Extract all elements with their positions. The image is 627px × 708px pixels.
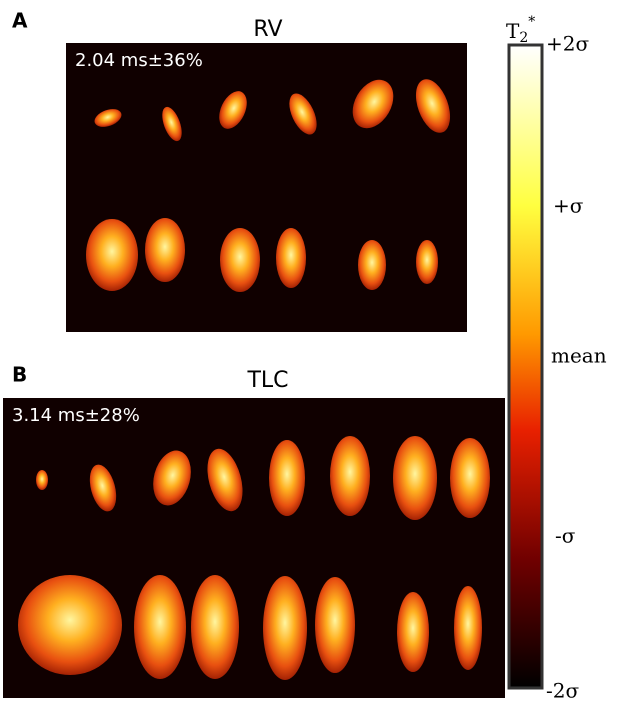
colorbar-title: T2* xyxy=(506,14,535,46)
colorbar-label: mean xyxy=(551,344,607,368)
lung-slices xyxy=(18,436,490,680)
colorbar-label: -2σ xyxy=(546,679,579,703)
title-sub: 2 xyxy=(519,30,528,46)
stat-text: 3.14 ms±28% xyxy=(12,405,140,426)
title-sup: * xyxy=(528,14,535,30)
panel-label: A xyxy=(12,9,28,33)
panel-label: B xyxy=(12,363,27,387)
title-base: T xyxy=(506,19,520,43)
colorbar-label: +σ xyxy=(553,194,584,218)
colorbar-label: +2σ xyxy=(546,32,589,56)
colorbar-label: -σ xyxy=(555,524,576,548)
image xyxy=(66,43,467,332)
colorbar xyxy=(507,43,544,690)
lung-slices xyxy=(86,79,451,292)
stat-text: 2.04 ms±36% xyxy=(75,50,203,71)
panel-title: RV xyxy=(253,17,282,42)
panel-title: TLC xyxy=(246,368,288,393)
